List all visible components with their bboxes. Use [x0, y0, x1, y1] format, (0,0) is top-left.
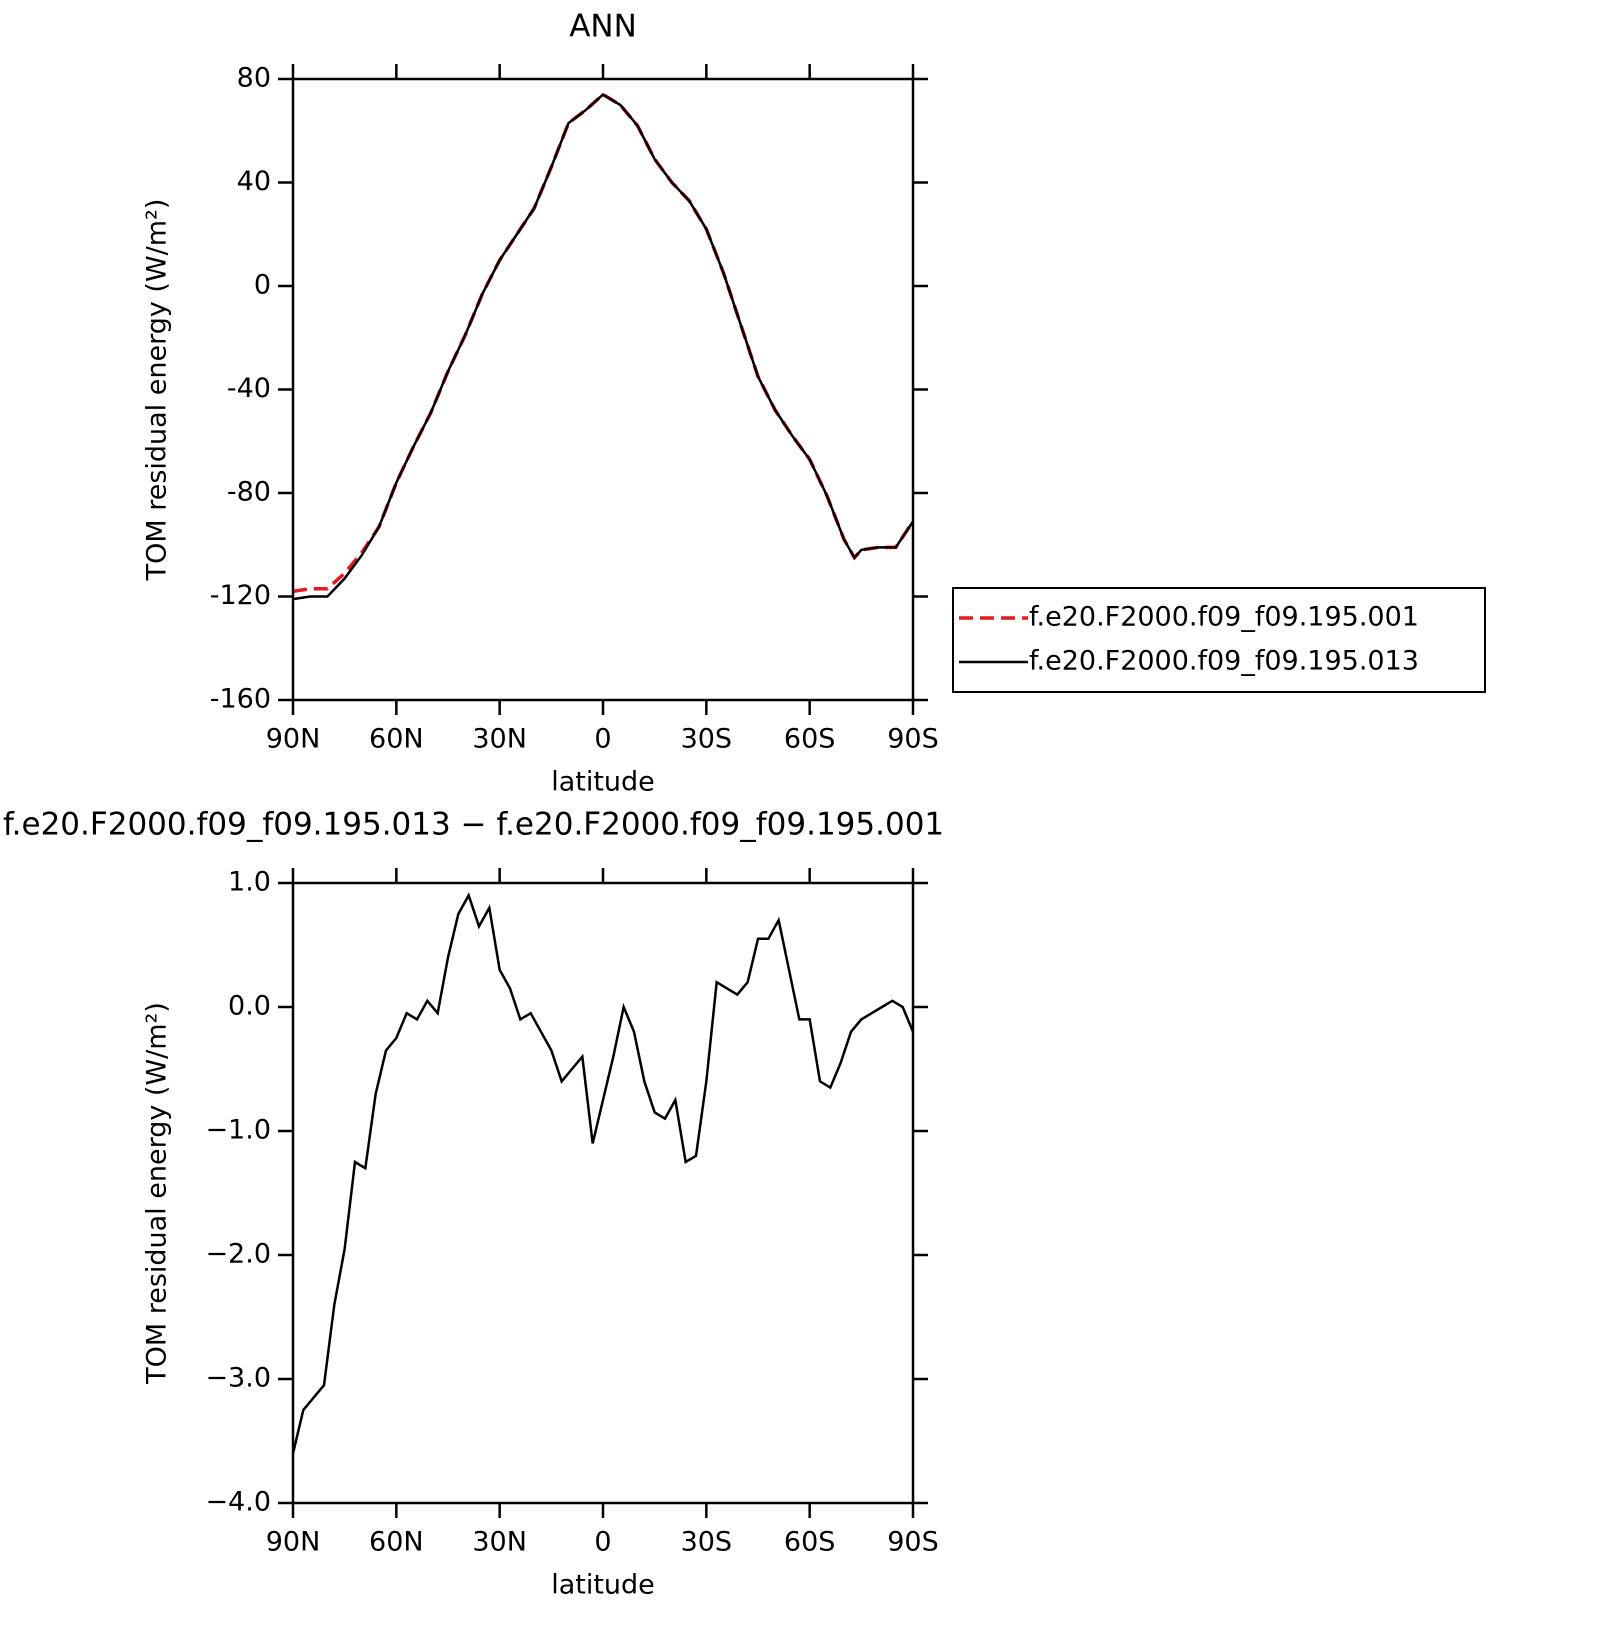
x-axis-label: latitude — [551, 1570, 655, 1601]
data-line — [292, 92, 915, 601]
x-tick-label: 60N — [369, 1527, 424, 1558]
x-tick-label: 60S — [784, 1527, 836, 1558]
chart-title: f.e20.F2000.f09_f09.195.013 − f.e20.F200… — [3, 807, 944, 843]
plot-frame — [291, 77, 915, 702]
x-tick-label: 0 — [594, 1527, 611, 1558]
plot-frame — [291, 881, 915, 1505]
x-tick-label: 90S — [887, 724, 939, 755]
x-tick-label: 60N — [369, 724, 424, 755]
y-axis-label: TOM residual energy (W/m²) — [142, 199, 173, 582]
y-tick-label: -120 — [210, 580, 271, 611]
y-tick-label: 0 — [254, 270, 271, 301]
data-line — [292, 92, 915, 594]
x-axis-label: latitude — [551, 767, 655, 798]
data-line — [291, 892, 915, 1454]
legend-label: f.e20.F2000.f09_f09.195.013 — [1029, 646, 1419, 677]
legend-label: f.e20.F2000.f09_f09.195.001 — [1029, 602, 1419, 633]
legend-box — [952, 587, 1486, 693]
y-tick-label: -40 — [227, 373, 271, 404]
x-tick-label: 90N — [266, 1527, 321, 1558]
x-tick-label: 0 — [594, 724, 611, 755]
x-tick-label: 30N — [472, 1527, 527, 1558]
x-tick-label: 30S — [681, 1527, 733, 1558]
x-tick-label: 60S — [784, 724, 836, 755]
x-tick-label: 90N — [266, 724, 321, 755]
y-tick-label: 0.0 — [228, 991, 271, 1022]
y-tick-label: −1.0 — [205, 1115, 271, 1146]
y-tick-label: −4.0 — [205, 1487, 271, 1518]
x-tick-label: 90S — [887, 1527, 939, 1558]
y-tick-label: -160 — [210, 684, 271, 715]
x-tick-label: 30N — [472, 724, 527, 755]
y-tick-label: 40 — [237, 166, 271, 197]
y-tick-label: 1.0 — [228, 867, 271, 898]
y-tick-label: −3.0 — [205, 1363, 271, 1394]
x-tick-label: 30S — [681, 724, 733, 755]
y-tick-label: -80 — [227, 477, 271, 508]
chart-title: ANN — [569, 9, 637, 45]
y-tick-label: 80 — [237, 63, 271, 94]
y-tick-label: −2.0 — [205, 1239, 271, 1270]
y-axis-label: TOM residual energy (W/m²) — [142, 1002, 173, 1385]
